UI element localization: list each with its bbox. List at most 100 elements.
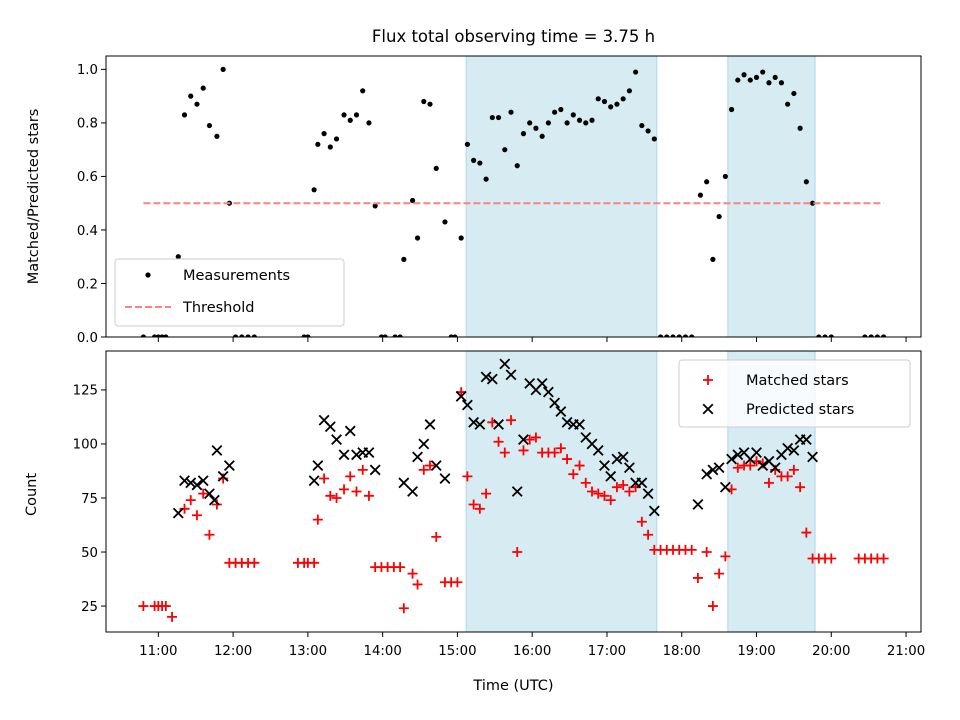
matched-star-point xyxy=(179,503,190,514)
matched-star-point xyxy=(167,611,178,622)
measurement-point xyxy=(552,109,558,115)
predicted-star-point xyxy=(308,475,320,487)
measurement-point xyxy=(633,69,639,75)
top-y-tick-label: 0.4 xyxy=(77,224,98,239)
measurement-point xyxy=(803,179,809,185)
bottom-legend: Matched stars Predicted stars xyxy=(678,359,911,428)
measurement-point xyxy=(583,120,589,126)
x-tick-label: 12:00 xyxy=(214,644,252,659)
measurement-point xyxy=(868,334,874,337)
measurement-point xyxy=(392,334,398,337)
matched-star-point xyxy=(425,460,436,471)
matched-star-point xyxy=(339,484,350,495)
measurement-point xyxy=(315,141,321,147)
matched-star-point xyxy=(530,432,541,443)
predicted-star-point xyxy=(217,470,229,482)
matched-star-point xyxy=(643,529,654,540)
measurement-point xyxy=(676,334,682,337)
predicted-star-point xyxy=(592,444,604,456)
top-y-tick-label: 0.0 xyxy=(77,331,98,346)
matched-star-point xyxy=(407,568,418,579)
predicted-star-point xyxy=(363,447,375,459)
bottom-axes-frame xyxy=(105,350,922,633)
chart-title: Flux total observing time = 3.75 h xyxy=(372,27,655,46)
measurement-point xyxy=(200,85,206,91)
predicted-star-point xyxy=(344,425,356,437)
matched-star-point xyxy=(624,486,635,497)
measurement-point xyxy=(414,235,421,241)
matched-star-point xyxy=(580,477,591,488)
measurement-point xyxy=(382,334,388,337)
measurement-point xyxy=(333,136,340,142)
measurement-point xyxy=(741,72,747,78)
measurement-point xyxy=(620,96,626,102)
measurement-point xyxy=(527,120,533,126)
matched-star-point xyxy=(249,557,260,568)
measurement-point xyxy=(670,334,676,337)
matched-star-point xyxy=(574,460,585,471)
measurement-point xyxy=(401,256,407,262)
matched-star-point xyxy=(412,579,423,590)
measurement-point xyxy=(791,90,797,97)
predicted-star-point xyxy=(757,460,769,471)
measurement-point xyxy=(753,74,760,81)
bottom-y-tick-label: 50 xyxy=(81,546,98,561)
measurement-point xyxy=(778,80,785,86)
measurement-point xyxy=(570,112,576,118)
predicted-star-point xyxy=(751,447,762,459)
predicted-star-point xyxy=(555,406,567,417)
matched-star-point xyxy=(468,499,479,510)
matched-star-point xyxy=(481,488,492,499)
measurement-point xyxy=(645,128,651,134)
bottom-panel: 25 50 75 100 125 11:00 12:00 13:00 14:00 15:00 16:… xyxy=(73,350,925,659)
predicted-star-point xyxy=(203,488,215,500)
measurement-point xyxy=(442,219,448,225)
predicted-star-point xyxy=(468,416,480,428)
measurement-point xyxy=(689,334,695,337)
top-y-tick-label: 0.8 xyxy=(77,117,98,132)
measurement-point xyxy=(495,114,502,121)
measurement-point xyxy=(245,334,251,337)
predicted-star-point xyxy=(511,486,523,497)
x-tick-label: 14:00 xyxy=(363,644,401,659)
matched-star-point xyxy=(801,527,812,538)
predicted-star-point xyxy=(788,444,800,456)
predicted-star-point xyxy=(648,505,660,517)
measurement-point xyxy=(809,200,816,206)
matched-star-point xyxy=(474,503,485,514)
measurement-point xyxy=(188,93,194,99)
top-shaded-interval xyxy=(727,56,816,337)
matched-star-point xyxy=(191,510,202,521)
predicted-star-point xyxy=(407,486,418,497)
matched-star-point xyxy=(549,447,560,458)
measurement-point xyxy=(760,69,766,75)
measurement-point xyxy=(458,235,464,241)
measurement-point xyxy=(533,125,539,131)
measurement-point xyxy=(766,80,772,86)
measurement-point xyxy=(214,133,220,139)
measurement-point xyxy=(595,96,601,102)
predicted-star-point xyxy=(172,507,184,519)
measurement-point xyxy=(366,120,372,126)
measurement-point xyxy=(608,104,614,110)
matched-star-point xyxy=(795,482,806,493)
predicted-star-point xyxy=(505,369,517,381)
measurement-point xyxy=(664,334,670,337)
measurement-point xyxy=(539,133,545,139)
bottom-y-tick-label: 75 xyxy=(81,492,98,507)
measurement-point xyxy=(305,334,311,337)
matched-star-point xyxy=(878,553,889,564)
x-tick-label: 13:00 xyxy=(289,644,327,659)
matched-star-point xyxy=(720,551,731,562)
top-y-tick-label: 0.2 xyxy=(77,277,98,292)
measurement-point xyxy=(822,334,828,337)
matched-star-point xyxy=(593,488,604,499)
measurement-point xyxy=(251,334,257,337)
measurement-point xyxy=(728,106,735,113)
measurement-point xyxy=(576,117,583,123)
predicted-star-point xyxy=(807,451,819,463)
predicted-star-point xyxy=(461,399,473,411)
matched-star-point xyxy=(512,547,523,558)
measurement-point xyxy=(502,147,508,153)
